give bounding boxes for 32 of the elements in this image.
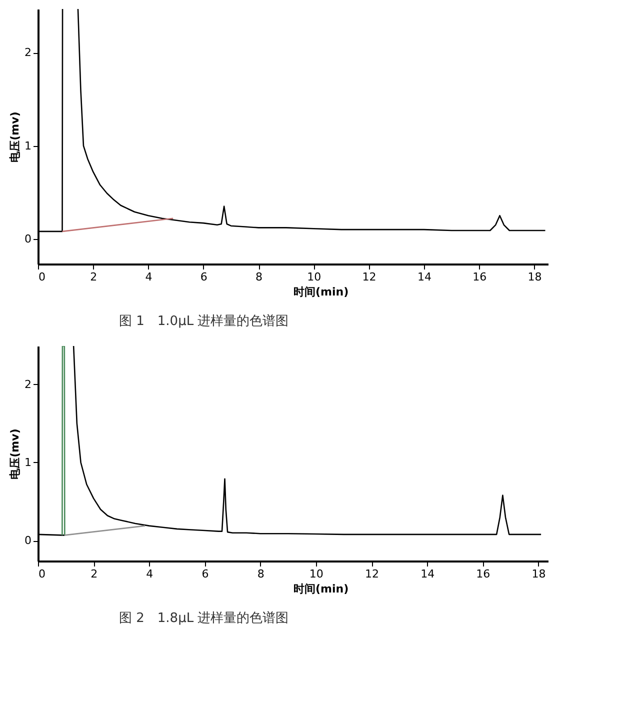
x-tick-label: 10 xyxy=(307,270,322,284)
x-tick-label: 8 xyxy=(257,568,264,580)
x-tick-label: 10 xyxy=(309,568,324,580)
text: 图 2 1.8μL 进样量的色谱图 xyxy=(119,611,289,626)
x-tick-label: 12 xyxy=(362,270,376,284)
y-tick-label: 1 xyxy=(24,139,32,152)
x-tick-label: 6 xyxy=(200,270,208,284)
x-tick-label: 16 xyxy=(476,568,490,580)
text: 图 1 1.0μL 进样量的色谱图 xyxy=(119,314,289,329)
x-tick-label: 14 xyxy=(420,568,435,580)
x-tick-label: 6 xyxy=(202,568,209,580)
y-tick-label: 2 xyxy=(24,378,32,391)
y-tick-label: 1 xyxy=(24,456,32,469)
y-tick-label: 2 xyxy=(24,46,32,60)
y-axis-title: 电压(mv) xyxy=(8,112,22,162)
x-axis-title: 时间(min) xyxy=(294,582,349,596)
x-tick-label: 12 xyxy=(365,568,380,580)
y-axis-title: 电压(mv) xyxy=(8,428,22,480)
x-tick-label: 18 xyxy=(532,568,546,580)
x-axis-title: 时间(min) xyxy=(294,286,349,298)
x-tick-label: 4 xyxy=(146,568,154,580)
x-tick-label: 2 xyxy=(90,270,98,284)
x-tick-label: 0 xyxy=(38,568,46,580)
y-tick-label: 0 xyxy=(24,232,32,246)
x-tick-label: 8 xyxy=(256,270,263,284)
x-tick-label: 16 xyxy=(472,270,487,284)
x-tick-label: 14 xyxy=(417,270,432,284)
x-tick-label: 4 xyxy=(145,270,152,284)
x-tick-label: 2 xyxy=(90,568,98,580)
x-tick-label: 0 xyxy=(38,270,46,284)
x-tick-label: 18 xyxy=(528,270,542,284)
y-tick-label: 0 xyxy=(24,534,32,548)
